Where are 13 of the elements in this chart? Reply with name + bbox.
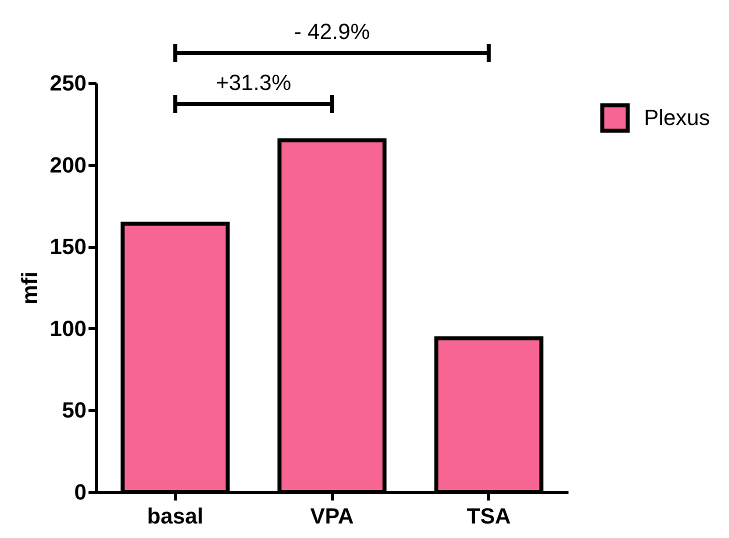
x-tick-label: VPA <box>310 504 354 528</box>
x-tick-label: TSA <box>466 504 511 528</box>
annotation: +31.3% <box>216 70 292 95</box>
y-tick-label: 250 <box>50 70 86 96</box>
y-tick-label: 50 <box>62 398 86 423</box>
legend-label: Plexus <box>644 105 710 130</box>
y-tick-label: 150 <box>50 234 86 260</box>
y-axis-title: mfi <box>16 272 42 304</box>
y-tick-label: 100 <box>50 316 86 341</box>
x-tick-label: basal <box>147 504 204 528</box>
y-tick-label: 200 <box>50 152 86 178</box>
y-tick-label: 0 <box>74 480 86 504</box>
text: - 42.9% <box>294 19 370 44</box>
